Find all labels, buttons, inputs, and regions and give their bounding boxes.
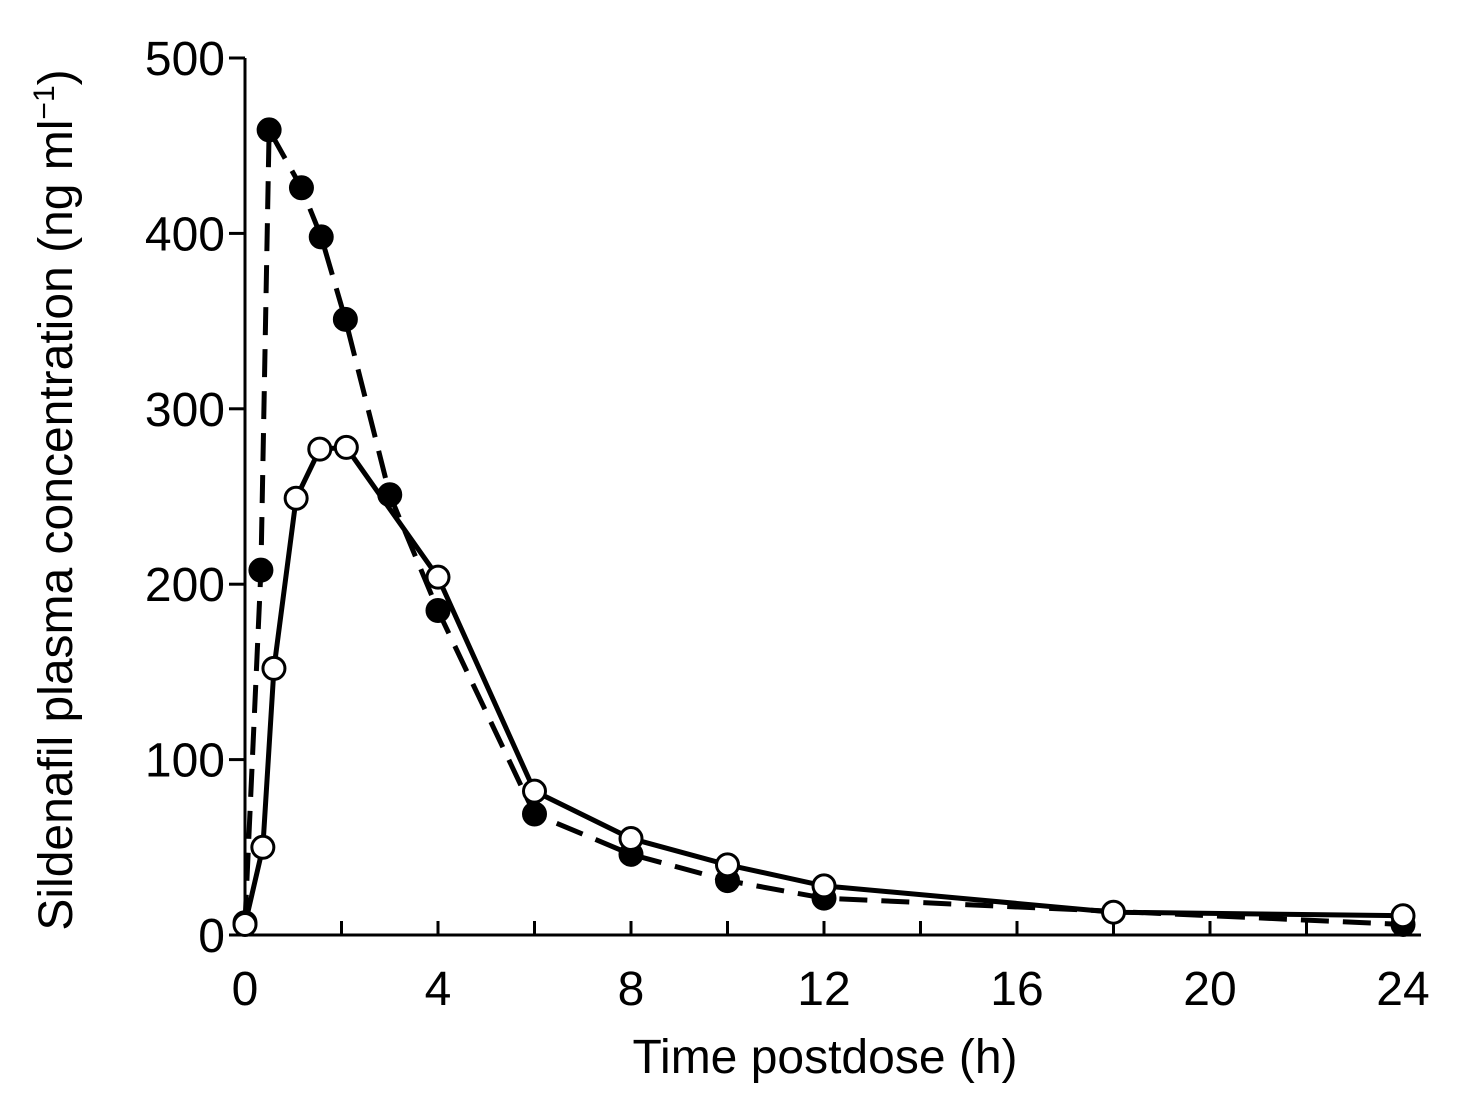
data-point: [811, 873, 837, 899]
x-tick-label: 16: [990, 963, 1043, 1016]
y-axis-label-sup: −1: [28, 85, 61, 119]
data-point: [307, 436, 333, 462]
x-tick-label: 0: [232, 963, 259, 1016]
x-tick-label: 12: [797, 963, 850, 1016]
data-point: [232, 911, 258, 937]
y-tick-label: 200: [145, 559, 225, 612]
data-point: [618, 826, 644, 852]
y-axis-label-text: Sildenafil plasma concentration (ng ml: [30, 120, 83, 931]
y-tick-label: 100: [145, 735, 225, 788]
y-tick-label: 0: [198, 910, 225, 963]
x-tick-label: 24: [1376, 963, 1429, 1016]
data-point: [288, 175, 314, 201]
data-point: [332, 306, 358, 332]
data-point: [1101, 899, 1126, 925]
data-point: [333, 434, 359, 460]
data-point: [283, 485, 309, 511]
data-point: [1390, 903, 1416, 929]
data-point: [250, 834, 276, 860]
x-tick-label: 4: [425, 963, 452, 1016]
data-point: [308, 224, 334, 250]
x-axis-label: Time postdose (h): [632, 1031, 1017, 1084]
y-tick-label: 500: [145, 33, 225, 86]
x-tick-label: 8: [618, 963, 645, 1016]
series-line: [242, 444, 1404, 926]
y-tick-label: 400: [145, 208, 225, 261]
data-point: [256, 117, 282, 143]
data-point: [425, 598, 451, 624]
x-tick-label: 20: [1183, 963, 1236, 1016]
series-line: [242, 120, 1404, 927]
data-point: [248, 557, 274, 583]
y-tick-label: 300: [145, 384, 225, 437]
data-point: [261, 655, 287, 681]
y-axis-label: Sildenafil plasma concentration (ng ml−1…: [28, 69, 83, 930]
data-point: [522, 801, 547, 827]
data-point: [522, 778, 547, 804]
data-point: [377, 482, 403, 508]
data-point: [425, 564, 451, 590]
data-point: [715, 852, 740, 878]
y-axis-label-end: ): [30, 69, 83, 85]
